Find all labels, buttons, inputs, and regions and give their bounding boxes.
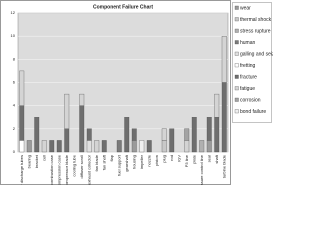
- legend-swatch: [234, 51, 239, 56]
- legend-swatch: [234, 17, 239, 22]
- y-tick-label: 4: [13, 103, 16, 108]
- bar-segment: [214, 93, 220, 118]
- x-tick-label: diffuser scroll: [79, 155, 84, 179]
- legend-label: human: [240, 40, 256, 46]
- bar-segment: [19, 70, 25, 106]
- bar-segment: [86, 128, 92, 141]
- x-tick-label: cell: [41, 155, 46, 161]
- x-tick-label: compressor blade: [64, 154, 69, 185]
- x-tick-label: seal: [206, 155, 211, 162]
- legend-label: corrosion: [240, 97, 261, 103]
- bar-segment: [221, 36, 227, 83]
- y-tick-label: 8: [13, 56, 16, 61]
- x-tick-label: compression case: [56, 154, 61, 185]
- y-tick-label: 10: [11, 33, 16, 38]
- x-tick-label: plate: [191, 154, 196, 163]
- x-tick-label: turbine blade: [221, 154, 226, 178]
- bar-segment: [206, 117, 212, 141]
- bar-segment: [94, 140, 100, 153]
- y-tick-label: 6: [13, 80, 16, 85]
- legend-label: galling and seizure: [240, 51, 273, 57]
- bar-segment: [86, 140, 92, 153]
- bar-segment: [34, 117, 40, 153]
- x-tick-label: gearshaft: [124, 154, 129, 172]
- legend-swatch: [234, 28, 239, 33]
- y-tick-label: 0: [13, 149, 16, 154]
- x-tick-label: bearing: [26, 155, 31, 168]
- bar-segment: [19, 140, 25, 153]
- x-tick-label: housing: [131, 155, 136, 169]
- bar-segment: [184, 128, 190, 141]
- legend-swatch: [234, 86, 239, 91]
- legend-label: fracture: [240, 74, 257, 80]
- x-tick-label: air discharge tubes: [19, 155, 24, 185]
- legend-label: stress rupture: [240, 28, 271, 34]
- bar-segment: [146, 140, 152, 153]
- y-tick-label: 2: [13, 126, 16, 131]
- legend-label: bond failure: [240, 109, 266, 115]
- bar-segment: [41, 140, 47, 153]
- bar-segment: [184, 140, 190, 153]
- x-tick-label: shaft: [214, 154, 219, 164]
- x-tick-label: combustion case: [49, 154, 54, 185]
- bar-segment: [64, 93, 70, 129]
- bar-segment: [79, 105, 85, 153]
- chart: Component Failure Chart 0 2 4 6 8 10 12 air dis…: [0, 0, 273, 185]
- bar-segment: [206, 140, 212, 153]
- legend-swatch: [234, 40, 239, 45]
- legend-label: wear: [240, 5, 251, 11]
- legend-swatch: [234, 5, 239, 10]
- x-tick-label: fuel support: [116, 154, 121, 176]
- x-tick-label: flap: [109, 154, 114, 161]
- x-tick-label: cooling tube: [71, 154, 76, 176]
- bar-segment: [161, 128, 167, 141]
- bar-segment: [101, 140, 107, 153]
- bar-segment: [214, 117, 220, 153]
- bar-segment: [191, 117, 197, 153]
- bar-segment: [221, 82, 227, 153]
- bar-segment: [124, 117, 130, 153]
- bar-segment: [19, 105, 25, 141]
- x-tick-label: fan blade: [94, 154, 99, 171]
- x-tick-label: IGV: [176, 155, 181, 162]
- legend-label: fretting: [240, 63, 256, 69]
- bar-segment: [161, 140, 167, 153]
- x-tick-label: bracket: [34, 154, 39, 168]
- bar-segment: [131, 128, 137, 141]
- bar-segment: [64, 128, 70, 153]
- x-tick-label: piston: [154, 155, 159, 166]
- bar-segment: [49, 140, 55, 153]
- bar-segment: [199, 140, 205, 153]
- x-tick-label: rod: [169, 155, 174, 161]
- legend-swatch: [234, 97, 239, 102]
- legend-swatch: [234, 63, 239, 68]
- bar-segment: [26, 140, 32, 153]
- x-tick-label: pressure control line: [199, 154, 204, 185]
- x-tick-label: nozzle: [146, 154, 151, 166]
- x-tick-label: fan shaft: [101, 154, 106, 170]
- x-tick-label: impeller: [139, 154, 144, 169]
- bar-segment: [79, 93, 85, 106]
- bar-segment: [56, 140, 62, 153]
- legend-label: thermal shock: [240, 17, 272, 23]
- y-tick-label: 12: [11, 10, 16, 15]
- bar-segment: [116, 140, 122, 153]
- x-tick-label: plug: [161, 155, 166, 163]
- legend: [232, 2, 272, 123]
- bar-segment: [131, 140, 137, 153]
- legend-swatch: [234, 74, 239, 79]
- x-tick-label: exhaust collector: [86, 154, 91, 185]
- bar-segment: [139, 140, 145, 153]
- chart-title: Component Failure Chart: [93, 4, 153, 10]
- bar-segment: [169, 128, 175, 153]
- x-tick-label: P3 line: [184, 154, 189, 167]
- legend-label: fatigue: [240, 86, 255, 92]
- legend-swatch: [234, 109, 239, 114]
